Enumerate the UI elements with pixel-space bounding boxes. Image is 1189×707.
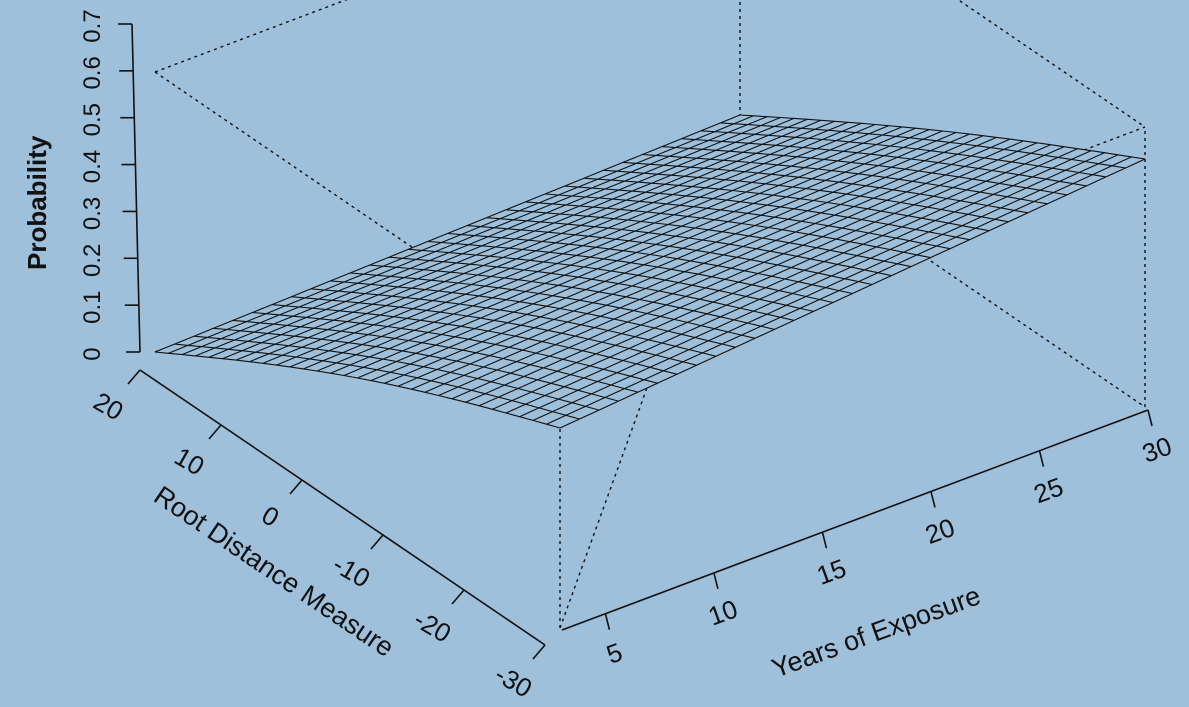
y-tick-label: -30 (490, 659, 538, 704)
mesh-line-y (532, 154, 1119, 421)
y-tick-label: 10 (169, 441, 209, 481)
z-tick-label: 0.1 (79, 290, 106, 323)
x-tick-label: 5 (602, 637, 626, 670)
y-tick-label: 0 (257, 500, 285, 533)
mesh-line-y (411, 136, 997, 390)
surface-fill (155, 115, 1145, 428)
mesh-line-y (357, 130, 943, 379)
mesh-line-y (154, 114, 741, 353)
z-tick-label: 0.5 (79, 103, 106, 136)
z-tick-label: 0.4 (79, 150, 106, 183)
box-edge (154, 0, 348, 73)
mesh-line-y (195, 116, 781, 357)
z-tick-label: 0 (79, 347, 106, 360)
y-axis-tick (451, 589, 465, 605)
mesh-line-y (519, 152, 1105, 418)
mesh-line-y (465, 144, 1051, 403)
x-tick-label: 20 (921, 512, 958, 550)
x-axis-tick (821, 532, 828, 549)
y-axis-tick (289, 479, 303, 495)
mesh-line-y (276, 122, 862, 366)
mesh-line-y (249, 120, 835, 363)
mesh-line-y (384, 133, 970, 384)
x-axis-label: Years of Exposure (768, 580, 985, 683)
mesh-line-y (208, 117, 795, 358)
x-axis-tick (713, 572, 719, 590)
mesh-line-y (316, 126, 903, 372)
mesh-line-y (478, 146, 1065, 407)
mesh-line-y (492, 148, 1078, 410)
mesh-line-y (235, 119, 822, 361)
x-tick-label: 10 (704, 593, 741, 631)
x-axis-tick (604, 613, 611, 630)
x-tick-label: 15 (813, 553, 850, 591)
y-axis-tick (370, 534, 384, 550)
y-tick-label: -20 (409, 604, 457, 649)
mesh-line-y (262, 121, 849, 364)
x-axis-tick (1147, 409, 1153, 427)
box-edge (957, 0, 1146, 128)
z-axis-line (131, 23, 141, 353)
mesh-line-y (505, 150, 1092, 414)
z-tick-label: 0.6 (79, 56, 106, 89)
y-axis-tick (127, 369, 141, 385)
z-tick-label: 0.3 (79, 197, 106, 230)
probability-surface (154, 114, 1146, 429)
box-edge (739, 130, 1146, 408)
mesh-line-y (168, 115, 754, 354)
mesh-line-y (397, 135, 984, 387)
x-tick-label: 30 (1138, 431, 1175, 469)
y-axis-line (139, 369, 546, 646)
y-tick-label: 20 (88, 386, 128, 426)
z-axis-label: Probability (22, 135, 52, 270)
y-axis-tick (208, 424, 222, 440)
y-tick-label: -10 (328, 549, 376, 594)
mesh-line-y (451, 142, 1038, 400)
mesh-line-y (424, 138, 1011, 393)
y-axis-tick (532, 644, 546, 660)
mesh-line-y (181, 116, 768, 356)
mesh-line-y (222, 118, 808, 360)
x-axis-tick (930, 491, 936, 508)
x-tick-label: 25 (1030, 471, 1067, 509)
z-tick-label: 0.7 (79, 9, 106, 42)
mesh-line-y (370, 131, 957, 382)
x-axis-line (561, 409, 1149, 631)
mesh-line-y (330, 127, 916, 374)
mesh-line-y (546, 156, 1132, 425)
mesh-line-y (303, 125, 889, 370)
mesh-line-y (559, 158, 1146, 429)
mesh-line-y (289, 123, 876, 368)
mesh-line-y (438, 140, 1024, 397)
mesh-line-y (343, 129, 930, 377)
x-axis-tick (1038, 450, 1045, 467)
z-tick-label: 0.2 (79, 244, 106, 277)
